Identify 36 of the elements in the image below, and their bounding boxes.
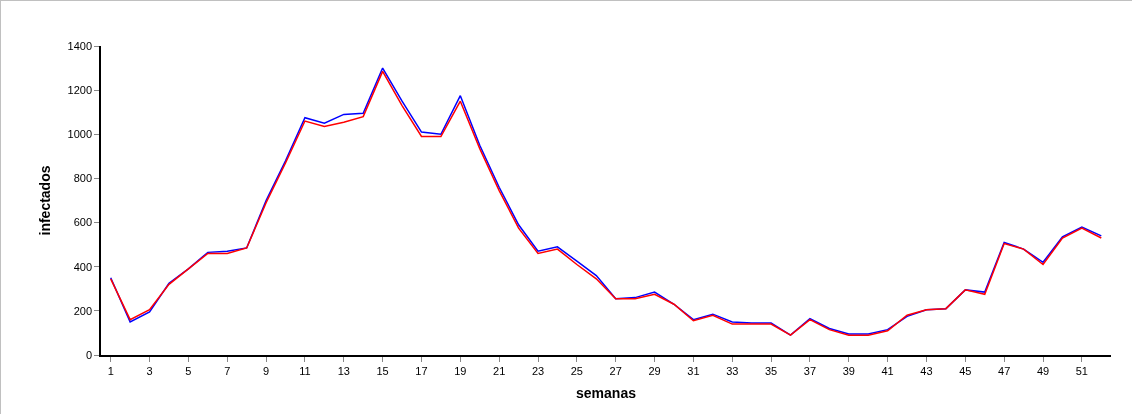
y-tick-label: 1000 <box>67 128 93 141</box>
x-tick-label: 21 <box>493 364 506 377</box>
x-tick-label: 51 <box>1075 364 1088 377</box>
y-tick-label: 1200 <box>67 83 93 96</box>
y-tick-label: 1400 <box>67 39 93 52</box>
y-tick-label: 400 <box>73 260 93 273</box>
x-tick-label: 13 <box>337 364 350 377</box>
x-tick-label: 37 <box>803 364 817 377</box>
y-tick-label: 600 <box>73 216 93 229</box>
x-tick-label: 49 <box>1036 364 1050 377</box>
x-tick-label: 47 <box>998 364 1011 377</box>
x-tick-label: 31 <box>687 364 700 377</box>
x-tick-label: 39 <box>842 364 855 377</box>
x-tick-label: 25 <box>570 364 583 377</box>
x-tick-label: 23 <box>531 364 545 377</box>
x-tick-label: 7 <box>224 364 231 377</box>
x-tick-label: 35 <box>764 364 778 377</box>
x-tick-label: 19 <box>454 364 467 377</box>
y-tick-label: 800 <box>73 172 93 185</box>
x-tick-label: 45 <box>959 364 972 377</box>
x-tick-label: 15 <box>376 364 389 377</box>
x-tick-label: 27 <box>609 364 622 377</box>
x-tick-label: 33 <box>726 364 739 377</box>
x-tick-label: 17 <box>415 364 428 377</box>
x-tick-label: 5 <box>185 364 192 377</box>
x-tick-label: 9 <box>263 364 270 377</box>
x-tick-label: 29 <box>648 364 661 377</box>
y-axis-title: infectados <box>36 165 53 236</box>
y-tick-label: 200 <box>73 304 93 317</box>
x-tick-label: 41 <box>881 364 894 377</box>
y-tick-label: 0 <box>85 348 93 361</box>
x-tick-label: 1 <box>107 364 114 377</box>
x-tick-label: 11 <box>299 364 311 377</box>
x-tick-label: 3 <box>146 364 153 377</box>
x-tick-label: 43 <box>920 364 933 377</box>
x-axis-title: semanas <box>576 384 637 401</box>
